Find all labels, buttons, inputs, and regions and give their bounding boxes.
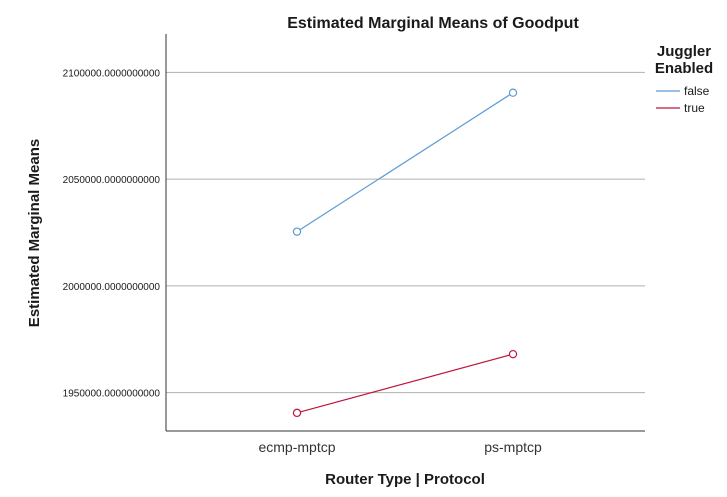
chart-title: Estimated Marginal Means of Goodput (287, 15, 579, 32)
x-tick-label: ps-mptcp (484, 439, 542, 455)
x-tick-labels: ecmp-mptcp ps-mptcp (258, 439, 542, 455)
legend-title-line-2: Enabled (655, 60, 713, 77)
series-line-false (296, 92, 514, 233)
y-tick-labels: 1950000.0000000000 2000000.0000000000 2050… (63, 68, 161, 399)
legend: Juggler Enabled false true (655, 43, 713, 115)
y-gridlines (166, 71, 645, 394)
y-tick-label: 2000000.0000000000 (63, 282, 161, 293)
y-tick-label: 2050000.0000000000 (63, 175, 161, 186)
y-tick-label: 1950000.0000000000 (63, 389, 161, 400)
legend-label-true: true (684, 101, 705, 115)
y-axis-label: Estimated Marginal Means (26, 139, 43, 327)
legend-title-line-1: Juggler (657, 43, 711, 60)
data-point-false (508, 88, 518, 97)
x-axis-label: Router Type | Protocol (325, 471, 485, 488)
series-line-true (296, 353, 514, 414)
data-point-true (508, 349, 518, 359)
legend-items: false true (656, 84, 710, 115)
legend-label-false: false (684, 84, 710, 98)
data-point-true (292, 408, 302, 418)
y-tick-label: 2100000.0000000000 (63, 68, 161, 79)
data-point-false (292, 227, 302, 236)
x-tick-label: ecmp-mptcp (258, 439, 335, 455)
series-lines (292, 88, 518, 418)
